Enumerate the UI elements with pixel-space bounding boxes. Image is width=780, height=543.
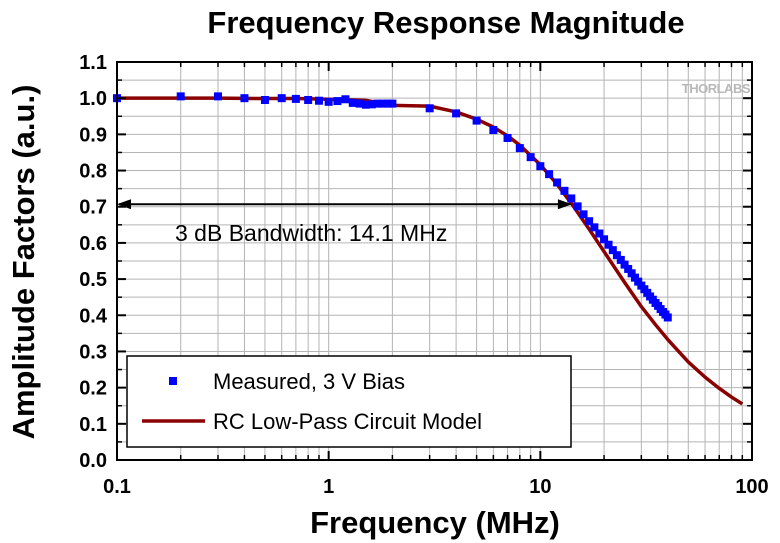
measured-point <box>585 217 594 226</box>
x-tick-label: 1 <box>323 476 334 498</box>
measured-point <box>526 153 535 162</box>
y-tick-label: 0.5 <box>79 269 107 291</box>
plot-frame <box>116 61 753 461</box>
measured-point <box>624 264 633 273</box>
measured-point <box>553 178 562 187</box>
bandwidth-annotation-text: 3 dB Bandwidth: 14.1 MHz <box>175 220 447 246</box>
measured-point <box>620 260 629 269</box>
bandwidth-arrow-head-right <box>557 199 572 210</box>
x-tick-label: 100 <box>735 476 768 498</box>
y-tick-label: 1.0 <box>79 88 107 110</box>
bandwidth-annotation: 3 dB Bandwidth: 14.1 MHz <box>117 199 572 246</box>
measured-point <box>333 97 342 106</box>
legend: Measured, 3 V Bias RC Low-Pass Circuit M… <box>126 355 572 448</box>
measured-point <box>213 92 222 101</box>
measured-point <box>595 229 604 238</box>
measured-point <box>324 97 333 106</box>
measured-point <box>355 99 364 108</box>
measured-point <box>600 235 609 244</box>
measured-point <box>348 98 357 107</box>
measured-point <box>367 100 376 109</box>
measured-point <box>260 95 269 104</box>
y-tick-label: 1.1 <box>79 52 107 74</box>
measured-point <box>515 144 524 153</box>
measured-point <box>452 109 461 118</box>
measured-point <box>573 202 582 211</box>
axes-layer: 0.0 0.1 0.2 0.3 0.4 0.5 0.6 0.7 0.8 0.9 1.0 1.1 0.1 1… <box>79 52 769 498</box>
measured-point <box>612 251 621 260</box>
legend-box <box>126 355 572 448</box>
measured-point <box>536 162 545 171</box>
y-tick-label: 0.9 <box>79 124 107 146</box>
measured-point <box>314 96 323 105</box>
measured-point <box>579 210 588 219</box>
measured-point <box>503 133 512 142</box>
measured-point <box>590 223 599 232</box>
measured-point <box>388 99 397 108</box>
y-tick-label: 0.1 <box>79 414 107 436</box>
measured-point <box>545 170 554 179</box>
measured-point <box>560 186 569 195</box>
y-tick-label: 0.0 <box>79 450 107 472</box>
watermark-logo: THORLABS <box>682 81 751 96</box>
y-tick-label: 0.8 <box>79 161 107 183</box>
measured-point <box>378 99 387 108</box>
measured-point <box>361 100 370 109</box>
measured-point <box>304 95 313 104</box>
y-tick-label: 0.3 <box>79 341 107 363</box>
measured-point <box>604 240 613 249</box>
measured-point <box>567 194 576 203</box>
series-layer <box>113 92 744 406</box>
bandwidth-arrow-head-left <box>117 199 131 210</box>
measured-point <box>373 99 382 108</box>
measured-point <box>176 92 185 101</box>
x-axis-title: Frequency (MHz) <box>310 505 560 540</box>
measured-point <box>291 94 300 103</box>
y-tick-label: 0.6 <box>79 233 107 255</box>
measured-point <box>240 94 249 103</box>
y-tick-label: 0.7 <box>79 197 107 219</box>
legend-label-model: RC Low-Pass Circuit Model <box>213 409 482 434</box>
measured-point <box>472 116 481 125</box>
measured-point <box>489 126 498 135</box>
y-axis-title: Amplitude Factors (a.u.) <box>6 85 41 440</box>
measured-point <box>616 255 625 264</box>
measured-point <box>608 246 617 255</box>
measured-point <box>627 269 636 278</box>
measured-point <box>277 94 286 103</box>
measured-point <box>425 104 434 113</box>
y-tick-label: 0.4 <box>79 305 108 327</box>
measured-point <box>341 95 350 104</box>
legend-marker-measured <box>169 377 177 385</box>
legend-label-measured: Measured, 3 V Bias <box>213 369 405 394</box>
measured-point <box>663 313 672 322</box>
measured-point <box>383 99 392 108</box>
x-tick-label: 0.1 <box>103 476 131 498</box>
chart-title: Frequency Response Magnitude <box>207 5 684 40</box>
x-tick-label: 10 <box>529 476 551 498</box>
y-tick-label: 0.2 <box>79 378 107 400</box>
